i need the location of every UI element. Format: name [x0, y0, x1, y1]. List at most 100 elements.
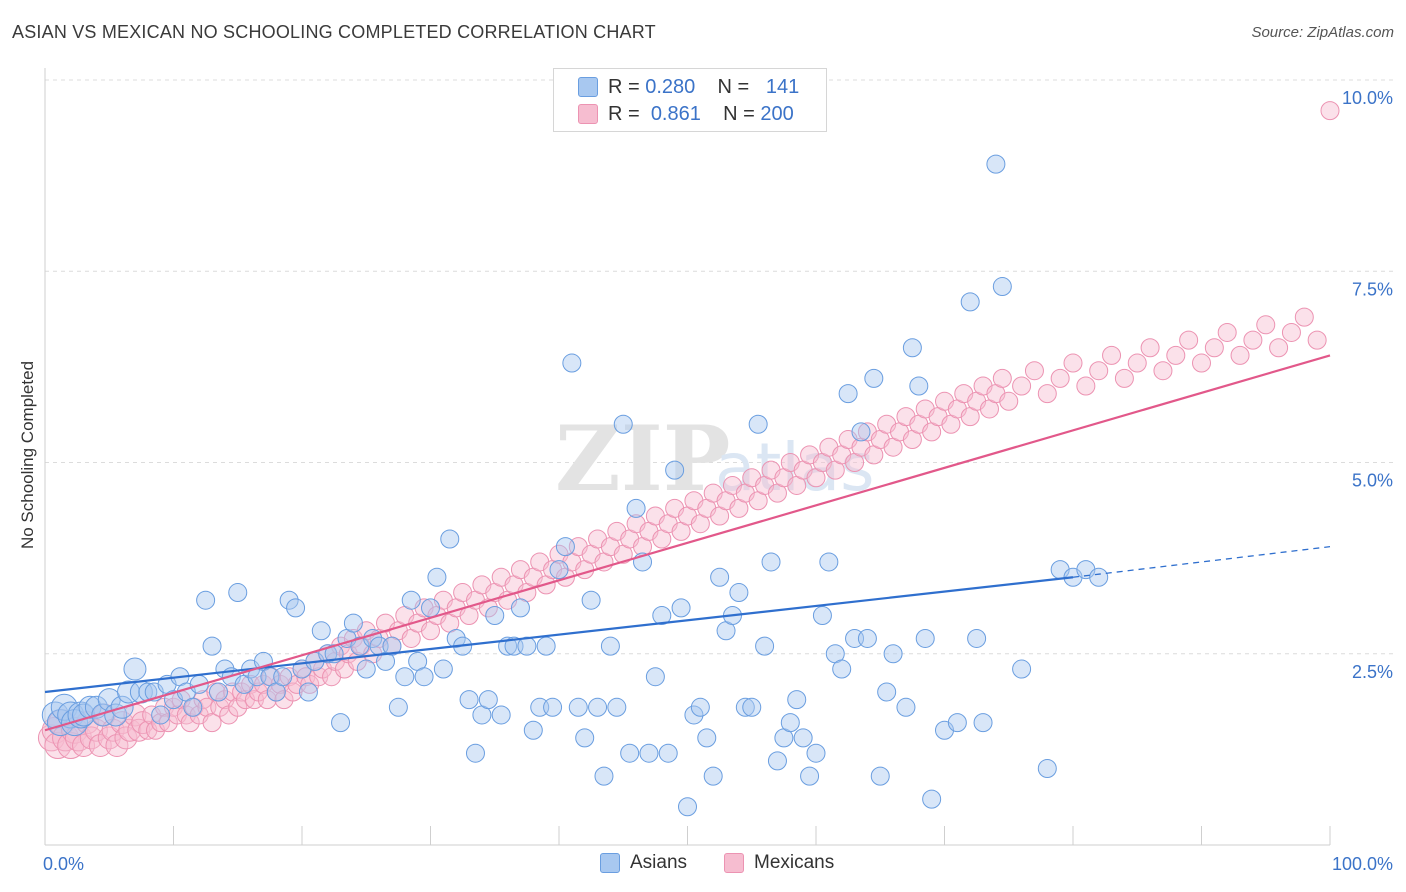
asians-point [690, 697, 710, 717]
asians-point [665, 460, 685, 480]
mexicans-point [1230, 345, 1250, 365]
asians-point [658, 743, 678, 763]
mexicans-point [202, 713, 222, 733]
asians-point [331, 713, 351, 733]
mexicans-point [1217, 322, 1237, 342]
asians-point [607, 697, 627, 717]
asians-point [228, 583, 248, 603]
mexicans-point [88, 734, 112, 758]
mexicans-point [1140, 338, 1160, 358]
asians-point [414, 667, 434, 687]
asians-point [549, 560, 569, 580]
asians-point [485, 606, 505, 625]
asians-point [986, 154, 1006, 174]
asians-point [536, 636, 556, 656]
asians-point [832, 659, 852, 679]
asians-point [433, 659, 453, 679]
asians-point [652, 606, 672, 625]
asians-point [742, 697, 762, 717]
x-tick-label-min: 0.0% [43, 854, 84, 874]
asians-point [857, 628, 877, 648]
asians-point [562, 353, 582, 373]
mexicans-point [1089, 361, 1109, 381]
asians-point [1089, 567, 1109, 587]
asians-point [613, 414, 633, 434]
mexicans-trend-line [44, 354, 1331, 732]
asians-point [780, 713, 800, 733]
mexicans-point [1179, 330, 1199, 350]
grid-lines [45, 79, 1395, 655]
asians-point [427, 567, 447, 587]
mexicans-point [1012, 376, 1032, 396]
asians-point [915, 628, 935, 648]
asians-point [401, 590, 421, 610]
asians-point [748, 414, 768, 434]
series-legend: Asians Mexicans [0, 852, 1406, 878]
asians-n-label: N = [717, 75, 750, 98]
asians-point [902, 338, 922, 358]
correlation-legend: R = 0.280 N = 141 R = 0.861 N = 200 [553, 68, 827, 132]
asians-point [286, 598, 306, 618]
asians-point [421, 598, 440, 618]
mexicans-point [1102, 345, 1122, 365]
asians-swatch [578, 77, 598, 97]
asians-r-label: R = [608, 75, 640, 98]
mexicans-point [151, 713, 171, 733]
mexicans-point [1281, 322, 1301, 342]
asians-point [793, 728, 813, 748]
asians-point [767, 751, 787, 771]
asians-point [883, 644, 903, 664]
asians-point [575, 728, 595, 748]
asians-point [356, 659, 376, 679]
asians-point [491, 705, 511, 725]
asians-point [510, 598, 530, 618]
mexicans-point [999, 391, 1019, 411]
asians-trend-extension [1072, 546, 1331, 578]
asians-legend-swatch [600, 853, 620, 873]
asians-point [761, 552, 781, 572]
asians-point [684, 705, 704, 725]
asians-point [626, 498, 646, 518]
asians-point [729, 583, 749, 603]
asians-point [600, 636, 620, 656]
asians-point [806, 743, 826, 763]
asians-point [543, 697, 563, 717]
asians-point [909, 376, 929, 396]
y-tick-label: 10.0% [1342, 88, 1393, 108]
asians-trend-line [44, 576, 1074, 694]
asians-point [446, 628, 466, 648]
asians-point [960, 292, 980, 312]
tick-labels: 2.5% 5.0% 7.5% 10.0% 0.0% 100.0% [43, 88, 1393, 874]
watermark-zip: ZIP [555, 406, 730, 512]
asians-point [273, 667, 293, 687]
asians-point [311, 621, 331, 641]
asians-point [645, 667, 665, 687]
mexicans-point [1024, 361, 1044, 381]
asians-point [671, 598, 691, 618]
legend-row-asians: R = 0.280 N = 141 [578, 75, 799, 99]
mexicans-point [992, 368, 1012, 388]
mexicans-point [228, 697, 248, 717]
mexicans-point [1307, 330, 1327, 350]
asians-point [851, 422, 871, 442]
asians-point [967, 628, 987, 648]
mexicans-n-label: N = [723, 102, 755, 125]
asians-point [1012, 659, 1032, 679]
mexicans-point [1243, 330, 1263, 350]
mexicans-point [105, 734, 129, 758]
asians-point [123, 657, 147, 681]
y-axis-label: No Schooling Completed [18, 360, 37, 550]
mexicans-point [118, 718, 142, 742]
asians-point [877, 682, 897, 702]
asians-legend-label: Asians [630, 852, 688, 873]
mexicans-point [1294, 307, 1314, 327]
asians-point [588, 697, 608, 717]
asians-point [819, 552, 839, 572]
asians-point [104, 703, 128, 727]
mexicans-point [1127, 353, 1147, 373]
legend-item-mexicans[interactable]: Mexicans [724, 852, 834, 874]
asians-point [838, 384, 858, 404]
asians-point [581, 590, 601, 610]
legend-item-asians[interactable]: Asians [600, 852, 687, 874]
mexicans-point [1076, 376, 1096, 396]
